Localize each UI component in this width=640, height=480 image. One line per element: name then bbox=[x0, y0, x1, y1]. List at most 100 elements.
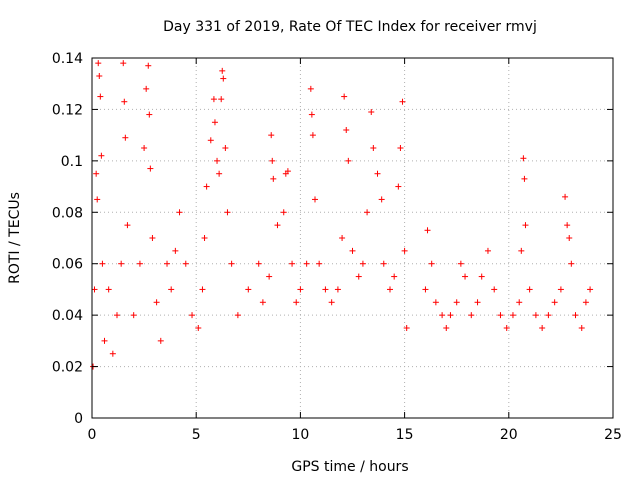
y-tick-label: 0.14 bbox=[52, 51, 83, 67]
data-point bbox=[526, 286, 533, 293]
data-point bbox=[359, 260, 366, 267]
data-point bbox=[364, 209, 371, 216]
data-point bbox=[168, 286, 175, 293]
data-point bbox=[503, 325, 510, 331]
data-point bbox=[109, 350, 116, 357]
data-point bbox=[164, 260, 171, 267]
x-tick-label: 15 bbox=[396, 427, 414, 443]
data-point bbox=[99, 260, 106, 267]
data-point bbox=[153, 299, 160, 306]
data-point bbox=[122, 134, 129, 141]
data-point bbox=[284, 168, 291, 175]
y-tick-label: 0.1 bbox=[61, 154, 83, 170]
y-tick-label: 0.08 bbox=[52, 205, 83, 221]
data-point bbox=[147, 165, 154, 172]
axis-ticks: 0 5 10 15 20 25 0 0.02 0.04 0.06 0.08 0.1 0.12 0.14 bbox=[52, 51, 622, 443]
data-point bbox=[447, 312, 454, 319]
axes bbox=[91, 57, 614, 419]
data-point bbox=[484, 247, 491, 254]
data-point bbox=[428, 260, 435, 267]
data-point bbox=[130, 312, 137, 319]
data-point bbox=[462, 273, 469, 280]
data-point bbox=[521, 175, 528, 182]
chart-title: Day 331 of 2019, Rate Of TEC Index for r… bbox=[163, 19, 537, 35]
data-point bbox=[491, 286, 498, 293]
data-point bbox=[520, 155, 527, 162]
data-point bbox=[401, 247, 408, 254]
data-point bbox=[368, 109, 375, 115]
data-point bbox=[457, 260, 464, 267]
data-point bbox=[98, 152, 105, 159]
data-point bbox=[532, 312, 539, 319]
data-point bbox=[189, 312, 196, 319]
data-point bbox=[149, 235, 156, 241]
data-point bbox=[141, 145, 148, 151]
data-point bbox=[269, 157, 276, 164]
data-point bbox=[564, 222, 571, 229]
data-point bbox=[422, 286, 429, 293]
data-point bbox=[339, 235, 346, 241]
data-point bbox=[355, 273, 362, 280]
data-point bbox=[203, 183, 210, 190]
data-point bbox=[118, 260, 125, 267]
data-point bbox=[220, 75, 227, 82]
data-point bbox=[478, 273, 485, 280]
data-point bbox=[397, 145, 404, 151]
data-point bbox=[157, 337, 164, 344]
data-point bbox=[96, 73, 103, 79]
data-point bbox=[516, 299, 523, 306]
x-tick-label: 25 bbox=[604, 427, 622, 443]
data-point bbox=[93, 170, 100, 177]
data-point bbox=[176, 209, 183, 216]
data-point bbox=[270, 175, 277, 182]
data-point bbox=[210, 96, 217, 103]
data-point bbox=[234, 312, 241, 319]
data-point bbox=[424, 227, 431, 234]
data-point bbox=[497, 312, 504, 319]
data-point bbox=[334, 286, 341, 293]
data-point bbox=[374, 170, 381, 177]
data-point bbox=[557, 286, 564, 293]
data-point bbox=[182, 260, 189, 267]
data-point bbox=[345, 157, 352, 164]
data-point bbox=[316, 260, 323, 267]
y-tick-label: 0.12 bbox=[52, 102, 83, 118]
data-point bbox=[453, 299, 460, 306]
data-point bbox=[551, 299, 558, 306]
x-tick-label: 0 bbox=[88, 427, 97, 443]
data-point bbox=[468, 312, 475, 319]
data-point bbox=[207, 137, 214, 144]
data-point bbox=[201, 235, 208, 241]
data-point bbox=[195, 325, 202, 331]
data-point bbox=[114, 312, 121, 319]
data-point bbox=[391, 273, 398, 280]
data-point bbox=[245, 286, 252, 293]
data-point bbox=[343, 127, 350, 133]
data-point bbox=[255, 260, 262, 267]
data-point bbox=[443, 325, 450, 331]
data-point bbox=[328, 299, 335, 306]
x-axis-label: GPS time / hours bbox=[291, 459, 408, 475]
y-tick-label: 0.04 bbox=[52, 308, 83, 324]
data-point bbox=[172, 247, 179, 254]
data-point bbox=[124, 222, 131, 229]
data-point bbox=[539, 325, 546, 331]
data-point bbox=[341, 93, 348, 100]
data-point bbox=[280, 209, 287, 216]
data-point bbox=[222, 145, 229, 151]
data-point bbox=[303, 260, 310, 267]
data-point bbox=[308, 111, 315, 118]
x-tick-label: 5 bbox=[192, 427, 201, 443]
data-point bbox=[268, 132, 275, 139]
data-point bbox=[380, 260, 387, 267]
data-point bbox=[322, 286, 329, 293]
data-point bbox=[199, 286, 206, 293]
data-point bbox=[211, 119, 218, 126]
y-tick-label: 0.02 bbox=[52, 360, 83, 376]
data-point bbox=[568, 260, 575, 267]
data-point bbox=[439, 312, 446, 319]
data-point bbox=[509, 312, 516, 319]
data-point bbox=[145, 62, 152, 69]
data-point bbox=[578, 325, 585, 331]
data-point bbox=[293, 299, 300, 306]
